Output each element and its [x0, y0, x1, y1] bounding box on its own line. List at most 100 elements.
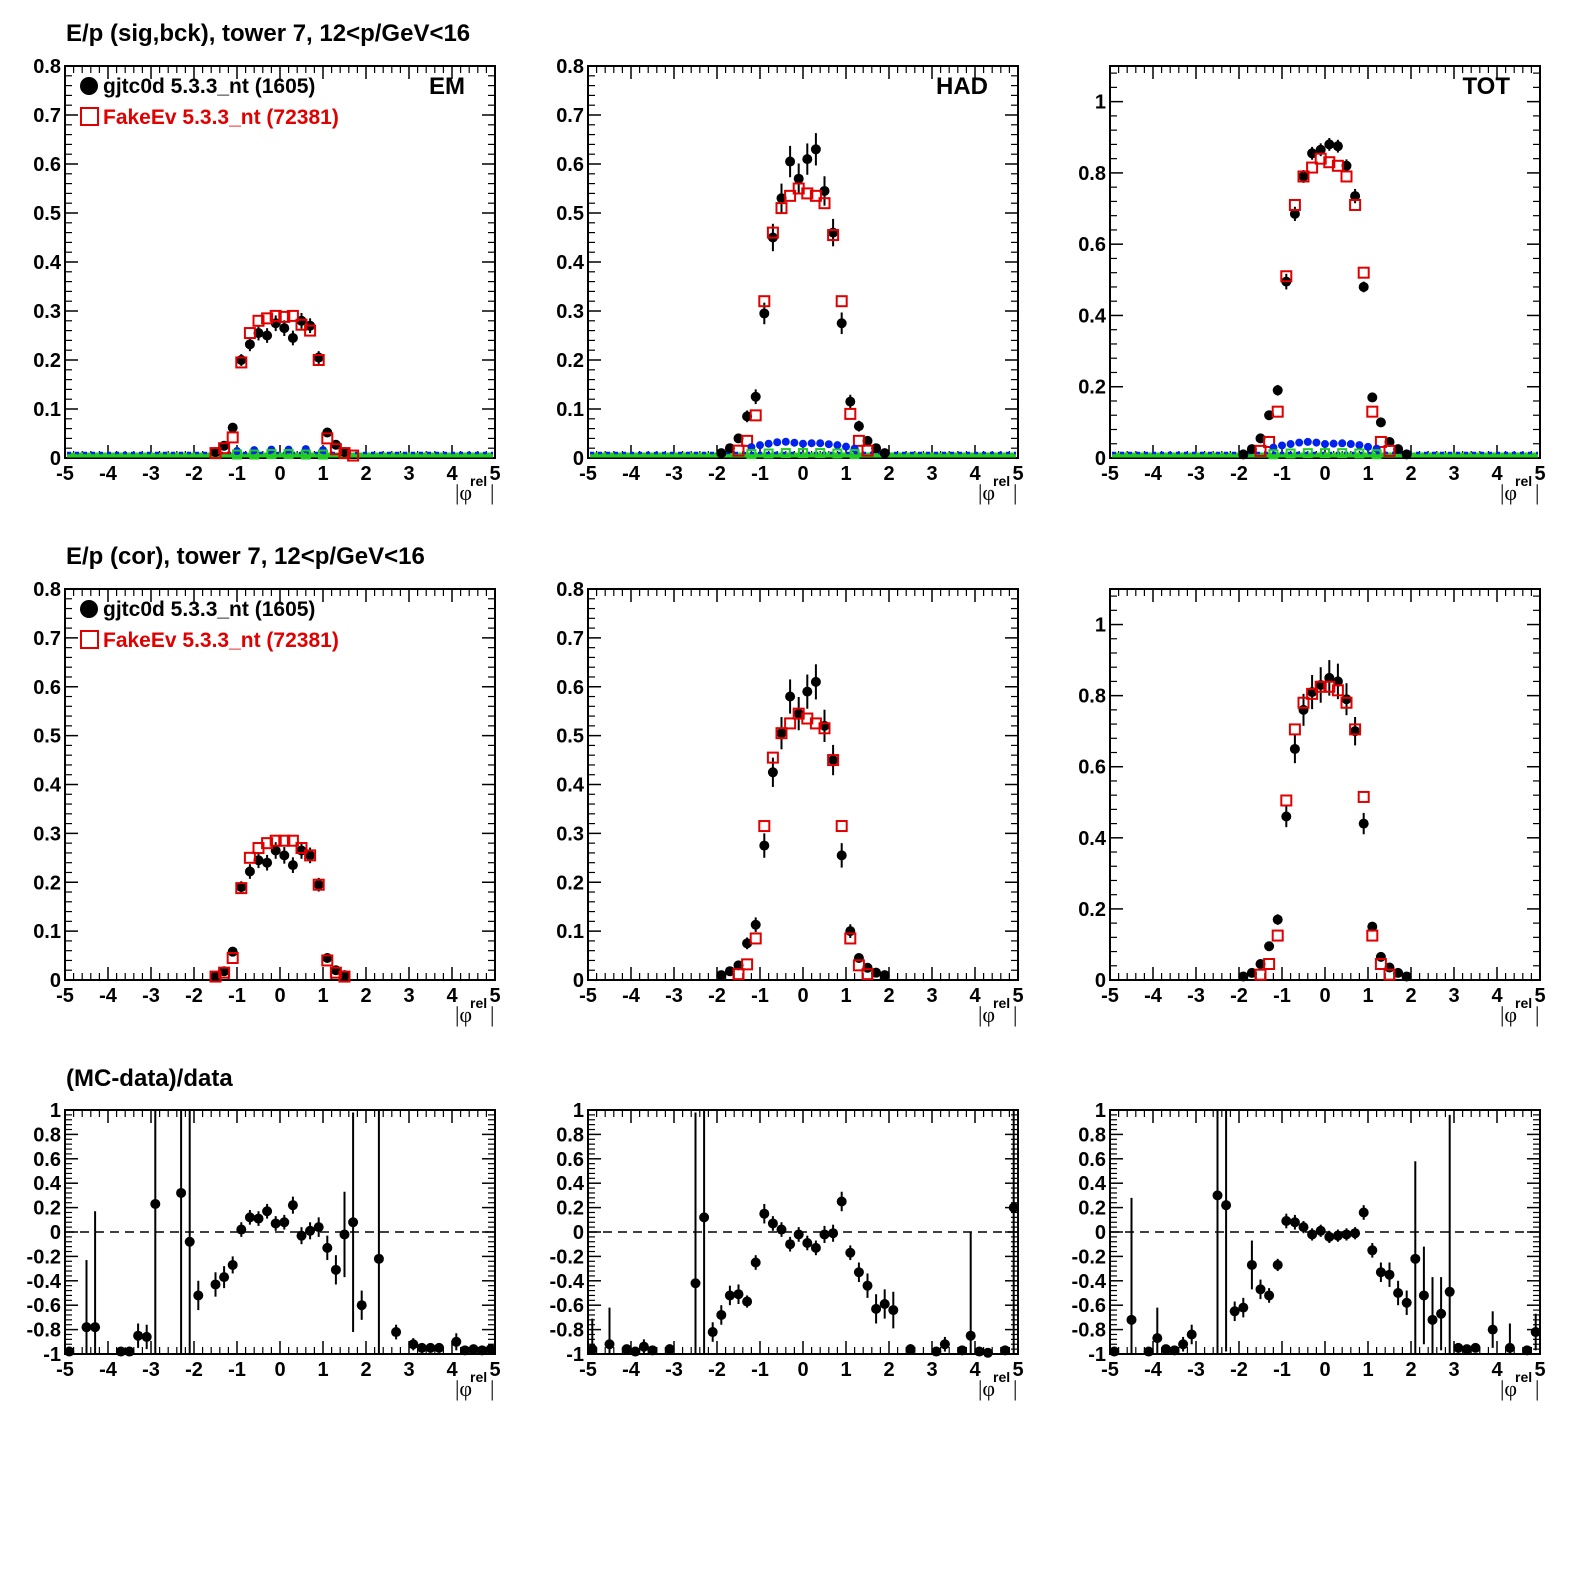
- y-tick-label: -0.8: [27, 1320, 61, 1342]
- y-tick-label: -1: [1088, 1344, 1106, 1366]
- data-point: [330, 1264, 341, 1275]
- x-tick-label: -5: [1101, 463, 1119, 485]
- plot-frame: [1109, 588, 1541, 981]
- y-tick-label: 0.8: [1078, 1124, 1106, 1146]
- mc-point: [1374, 958, 1387, 971]
- bck-data-point: [842, 442, 850, 451]
- x-axis-label-superscript: rel: [993, 1369, 1010, 1385]
- x-tick-label: 1: [317, 1359, 328, 1381]
- data-point: [733, 1289, 744, 1300]
- mc-point: [749, 932, 762, 945]
- data-point: [313, 1222, 324, 1233]
- x-tick-label: -1: [1273, 463, 1291, 485]
- data-point: [879, 1298, 890, 1309]
- data-point: [690, 1278, 701, 1289]
- x-tick-label: -3: [142, 463, 160, 485]
- x-tick-label: 4: [1491, 985, 1503, 1007]
- data-point: [1350, 1228, 1361, 1239]
- x-tick-label: -5: [1101, 1359, 1119, 1381]
- data-point: [236, 1224, 247, 1235]
- x-tick-label: 5: [1012, 463, 1023, 485]
- data-point: [707, 1327, 718, 1338]
- x-tick-label: 4: [446, 1359, 458, 1381]
- data-point: [81, 1322, 92, 1333]
- x-tick-label: -4: [622, 463, 641, 485]
- x-axis-label: |φ: [1500, 1002, 1517, 1027]
- data-point: [1324, 139, 1335, 150]
- x-axis-label: |φ: [1500, 1376, 1517, 1401]
- x-tick-label: 2: [883, 985, 894, 1007]
- y-tick-label: 0.7: [556, 628, 584, 650]
- x-tick-label: 4: [1491, 463, 1503, 485]
- data-point: [373, 1253, 384, 1264]
- x-tick-label: -2: [185, 985, 203, 1007]
- data-point: [1401, 449, 1412, 460]
- mc-point: [261, 312, 274, 325]
- data-point: [1324, 672, 1335, 683]
- x-tick-label: -2: [708, 463, 726, 485]
- y-tick-label: 0.6: [556, 1149, 584, 1171]
- data-point: [802, 1237, 813, 1248]
- mc-point: [741, 434, 754, 447]
- mc-point: [312, 354, 325, 366]
- y-tick-label: -0.6: [27, 1295, 61, 1317]
- series-2: [747, 437, 859, 453]
- mc-point: [1280, 270, 1293, 283]
- y-tick-label: 0.8: [33, 1124, 61, 1146]
- data-point: [819, 185, 830, 196]
- x-tick-label: -2: [708, 985, 726, 1007]
- mc-point: [835, 295, 848, 308]
- series-3: [1268, 448, 1382, 460]
- bck-data-point: [301, 445, 310, 454]
- bck-data-point: [1312, 438, 1321, 447]
- mc-point: [321, 954, 334, 967]
- y-tick-label: 0: [50, 1222, 61, 1244]
- series-1: [209, 309, 360, 462]
- panel-em-row2: 0 0.1 0.2 0.3 0.4 0.5 0.6 0.7 0.8 -5 -4 -3 -2 -1 0 1 2 3 4…: [33, 579, 500, 1027]
- bck-data-point: [1278, 441, 1286, 450]
- y-tick-label: 0: [573, 970, 584, 992]
- y-tick-label: 0.8: [33, 579, 61, 601]
- x-tick-label: 4: [446, 985, 458, 1007]
- data-point: [227, 946, 238, 957]
- x-tick-label: -3: [142, 1359, 160, 1381]
- y-tick-label: 0.4: [556, 252, 585, 274]
- data-point: [845, 926, 856, 937]
- data-point: [1246, 444, 1257, 455]
- data-point: [1298, 171, 1309, 182]
- mc-point: [1340, 170, 1353, 183]
- data-point: [853, 421, 864, 432]
- y-tick-label: -0.2: [550, 1246, 584, 1268]
- data-point: [1393, 1288, 1404, 1298]
- x-tick-label: 3: [1448, 463, 1459, 485]
- y-tick-label: 0.8: [1078, 163, 1106, 185]
- data-point: [1008, 1202, 1019, 1213]
- x-tick-label: 3: [1448, 985, 1459, 1007]
- panel-had-row3: -1-0.8-0.6-0.4-0.200.20.40.60.81-5 -4 -3 -2…: [550, 1100, 1024, 1401]
- data-point: [699, 1212, 710, 1223]
- mc-point: [1323, 680, 1336, 693]
- bck-data-point: [756, 441, 764, 450]
- data-point: [1367, 1245, 1378, 1256]
- data-point: [1358, 281, 1369, 292]
- x-tick-label: 3: [403, 985, 414, 1007]
- y-tick-label: 0.6: [1078, 1149, 1106, 1171]
- mc-point: [766, 226, 779, 239]
- series-0: [210, 842, 350, 982]
- data-point: [1264, 941, 1275, 952]
- x-tick-label: 3: [403, 1359, 414, 1381]
- series-0: [1109, 1110, 1541, 1357]
- panel-em-row1: 0 0.1 0.2 0.3 0.4 0.5 0.6 0.7 0.8 -5 -4 -3 -2 -1 0 1 2 3 4…: [33, 56, 500, 505]
- x-tick-label: -5: [56, 1359, 74, 1381]
- data-point: [742, 1296, 753, 1307]
- mc-point: [801, 187, 814, 200]
- data-point: [716, 970, 727, 981]
- data-point: [871, 967, 882, 978]
- data-point: [879, 970, 890, 981]
- data-point: [905, 1344, 916, 1355]
- data-point: [1272, 385, 1283, 396]
- data-point: [1272, 914, 1283, 925]
- bck-data-point: [1364, 442, 1372, 451]
- y-tick-label: 0.8: [556, 56, 584, 78]
